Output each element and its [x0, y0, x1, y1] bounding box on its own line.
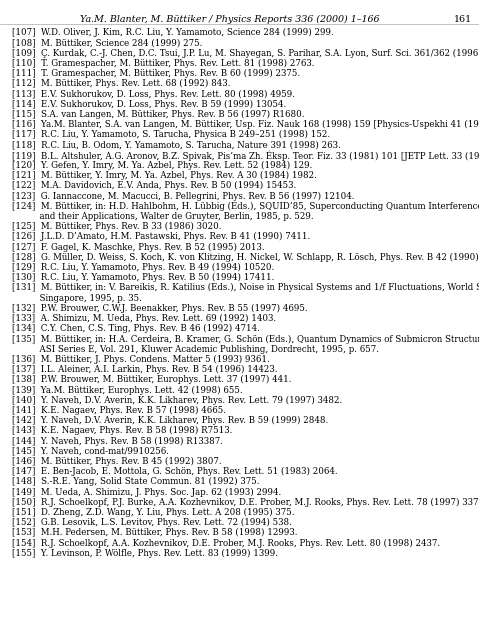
Text: [151]  D. Zheng, Z.D. Wang, Y. Liu, Phys. Lett. A 208 (1995) 375.: [151] D. Zheng, Z.D. Wang, Y. Liu, Phys.…	[12, 508, 295, 517]
Text: [140]  Y. Naveh, D.V. Averin, K.K. Likharev, Phys. Rev. Lett. 79 (1997) 3482.: [140] Y. Naveh, D.V. Averin, K.K. Likhar…	[12, 396, 342, 404]
Text: [113]  E.V. Sukhorukov, D. Loss, Phys. Rev. Lett. 80 (1998) 4959.: [113] E.V. Sukhorukov, D. Loss, Phys. Re…	[12, 90, 295, 99]
Text: [143]  K.E. Nagaev, Phys. Rev. B 58 (1998) R7513.: [143] K.E. Nagaev, Phys. Rev. B 58 (1998…	[12, 426, 232, 435]
Text: [132]  P.W. Brouwer, C.W.J. Beenakker, Phys. Rev. B 55 (1997) 4695.: [132] P.W. Brouwer, C.W.J. Beenakker, Ph…	[12, 304, 308, 313]
Text: [147]  E. Ben-Jacob, E. Mottola, G. Schön, Phys. Rev. Lett. 51 (1983) 2064.: [147] E. Ben-Jacob, E. Mottola, G. Schön…	[12, 467, 338, 476]
Text: [123]  G. Iannaccone, M. Macucci, B. Pellegrini, Phys. Rev. B 56 (1997) 12104.: [123] G. Iannaccone, M. Macucci, B. Pell…	[12, 191, 354, 200]
Text: [136]  M. Büttiker, J. Phys. Condens. Matter 5 (1993) 9361.: [136] M. Büttiker, J. Phys. Condens. Mat…	[12, 355, 270, 364]
Text: [154]  R.J. Schoelkopf, A.A. Kozhevnikov, D.E. Prober, M.J. Rooks, Phys. Rev. Le: [154] R.J. Schoelkopf, A.A. Kozhevnikov,…	[12, 539, 440, 548]
Text: [116]  Ya.M. Blanter, S.A. van Langen, M. Büttiker, Usp. Fiz. Nauk 168 (1998) 15: [116] Ya.M. Blanter, S.A. van Langen, M.…	[12, 120, 479, 129]
Text: [111]  T. Gramespacher, M. Büttiker, Phys. Rev. B 60 (1999) 2375.: [111] T. Gramespacher, M. Büttiker, Phys…	[12, 69, 300, 78]
Text: Singapore, 1995, p. 35.: Singapore, 1995, p. 35.	[12, 294, 142, 303]
Text: [128]  G. Müller, D. Weiss, S. Koch, K. von Klitzing, H. Nickel, W. Schlapp, R. : [128] G. Müller, D. Weiss, S. Koch, K. v…	[12, 253, 479, 262]
Text: [121]  M. Büttiker, Y. Imry, M. Ya. Azbel, Phys. Rev. A 30 (1984) 1982.: [121] M. Büttiker, Y. Imry, M. Ya. Azbel…	[12, 171, 317, 180]
Text: [115]  S.A. van Langen, M. Büttiker, Phys. Rev. B 56 (1997) R1680.: [115] S.A. van Langen, M. Büttiker, Phys…	[12, 110, 305, 119]
Text: ASI Series E, Vol. 291, Kluwer Academic Publishing, Dordrecht, 1995, p. 657.: ASI Series E, Vol. 291, Kluwer Academic …	[12, 344, 379, 354]
Text: [152]  G.B. Lesovik, L.S. Levitov, Phys. Rev. Lett. 72 (1994) 538.: [152] G.B. Lesovik, L.S. Levitov, Phys. …	[12, 518, 292, 527]
Text: [146]  M. Büttiker, Phys. Rev. B 45 (1992) 3807.: [146] M. Büttiker, Phys. Rev. B 45 (1992…	[12, 457, 222, 466]
Text: [110]  T. Gramespacher, M. Büttiker, Phys. Rev. Lett. 81 (1998) 2763.: [110] T. Gramespacher, M. Büttiker, Phys…	[12, 59, 315, 68]
Text: [139]  Ya.M. Büttiker, Europhys. Lett. 42 (1998) 655.: [139] Ya.M. Büttiker, Europhys. Lett. 42…	[12, 385, 242, 395]
Text: [109]  Ç. Kurdak, C.-J. Chen, D.C. Tsui, J.P. Lu, M. Shayegan, S. Parihar, S.A. : [109] Ç. Kurdak, C.-J. Chen, D.C. Tsui, …	[12, 49, 479, 58]
Text: [133]  A. Shimizu, M. Ueda, Phys. Rev. Lett. 69 (1992) 1403.: [133] A. Shimizu, M. Ueda, Phys. Rev. Le…	[12, 314, 276, 323]
Text: [122]  M.A. Davidovich, E.V. Anda, Phys. Rev. B 50 (1994) 15453.: [122] M.A. Davidovich, E.V. Anda, Phys. …	[12, 181, 296, 191]
Text: and their Applications, Walter de Gruyter, Berlin, 1985, p. 529.: and their Applications, Walter de Gruyte…	[12, 212, 314, 221]
Text: [107]  W.D. Oliver, J. Kim, R.C. Liu, Y. Yamamoto, Science 284 (1999) 299.: [107] W.D. Oliver, J. Kim, R.C. Liu, Y. …	[12, 28, 334, 37]
Text: [142]  Y. Naveh, D.V. Averin, K.K. Likharev, Phys. Rev. B 59 (1999) 2848.: [142] Y. Naveh, D.V. Averin, K.K. Likhar…	[12, 416, 328, 425]
Text: [153]  M.H. Pedersen, M. Büttiker, Phys. Rev. B 58 (1998) 12993.: [153] M.H. Pedersen, M. Büttiker, Phys. …	[12, 529, 297, 538]
Text: [114]  E.V. Sukhorukov, D. Loss, Phys. Rev. B 59 (1999) 13054.: [114] E.V. Sukhorukov, D. Loss, Phys. Re…	[12, 100, 286, 109]
Text: [120]  Y. Gefen, Y. Imry, M. Ya. Azbel, Phys. Rev. Lett. 52 (1984) 129.: [120] Y. Gefen, Y. Imry, M. Ya. Azbel, P…	[12, 161, 312, 170]
Text: [119]  B.L. Altshuler, A.G. Aronov, B.Z. Spivak, Pis’ma Zh. Éksp. Teor. Fiz. 33 : [119] B.L. Altshuler, A.G. Aronov, B.Z. …	[12, 150, 479, 161]
Text: [125]  M. Büttiker, Phys. Rev. B 33 (1986) 3020.: [125] M. Büttiker, Phys. Rev. B 33 (1986…	[12, 222, 221, 231]
Text: [108]  M. Büttiker, Science 284 (1999) 275.: [108] M. Büttiker, Science 284 (1999) 27…	[12, 38, 202, 47]
Text: [145]  Y. Naveh, cond-mat/9910256.: [145] Y. Naveh, cond-mat/9910256.	[12, 447, 169, 456]
Text: [134]  C.Y. Chen, C.S. Ting, Phys. Rev. B 46 (1992) 4714.: [134] C.Y. Chen, C.S. Ting, Phys. Rev. B…	[12, 324, 260, 333]
Text: [127]  F. Gagel, K. Maschke, Phys. Rev. B 52 (1995) 2013.: [127] F. Gagel, K. Maschke, Phys. Rev. B…	[12, 243, 264, 252]
Text: [144]  Y. Naveh, Phys. Rev. B 58 (1998) R13387.: [144] Y. Naveh, Phys. Rev. B 58 (1998) R…	[12, 436, 223, 445]
Text: [124]  M. Büttiker, in: H.D. Hahlbohm, H. Lübbig (Eds.), SQUID’85, Superconducti: [124] M. Büttiker, in: H.D. Hahlbohm, H.…	[12, 202, 479, 211]
Text: [129]  R.C. Liu, Y. Yamamoto, Phys. Rev. B 49 (1994) 10520.: [129] R.C. Liu, Y. Yamamoto, Phys. Rev. …	[12, 263, 274, 272]
Text: [112]  M. Büttiker, Phys. Rev. Lett. 68 (1992) 843.: [112] M. Büttiker, Phys. Rev. Lett. 68 (…	[12, 79, 230, 88]
Text: [118]  R.C. Liu, B. Odom, Y. Yamamoto, S. Tarucha, Nature 391 (1998) 263.: [118] R.C. Liu, B. Odom, Y. Yamamoto, S.…	[12, 140, 341, 150]
Text: [138]  P.W. Brouwer, M. Büttiker, Europhys. Lett. 37 (1997) 441.: [138] P.W. Brouwer, M. Büttiker, Europhy…	[12, 375, 292, 385]
Text: [141]  K.E. Nagaev, Phys. Rev. B 57 (1998) 4665.: [141] K.E. Nagaev, Phys. Rev. B 57 (1998…	[12, 406, 226, 415]
Text: [117]  R.C. Liu, Y. Yamamoto, S. Tarucha, Physica B 249–251 (1998) 152.: [117] R.C. Liu, Y. Yamamoto, S. Tarucha,…	[12, 131, 330, 140]
Text: [126]  J.L.D. D’Amato, H.M. Pastawski, Phys. Rev. B 41 (1990) 7411.: [126] J.L.D. D’Amato, H.M. Pastawski, Ph…	[12, 232, 310, 241]
Text: [130]  R.C. Liu, Y. Yamamoto, Phys. Rev. B 50 (1994) 17411.: [130] R.C. Liu, Y. Yamamoto, Phys. Rev. …	[12, 273, 274, 282]
Text: [150]  R.J. Schoelkopf, P.J. Burke, A.A. Kozhevnikov, D.E. Prober, M.J. Rooks, P: [150] R.J. Schoelkopf, P.J. Burke, A.A. …	[12, 498, 479, 507]
Text: [148]  S.-R.E. Yang, Solid State Commun. 81 (1992) 375.: [148] S.-R.E. Yang, Solid State Commun. …	[12, 477, 260, 486]
Text: [149]  M. Ueda, A. Shimizu, J. Phys. Soc. Jap. 62 (1993) 2994.: [149] M. Ueda, A. Shimizu, J. Phys. Soc.…	[12, 488, 281, 497]
Text: [135]  M. Büttiker, in: H.A. Cerdeira, B. Kramer, G. Schön (Eds.), Quantum Dynam: [135] M. Büttiker, in: H.A. Cerdeira, B.…	[12, 334, 479, 344]
Text: [131]  M. Büttiker, in: V. Bareikis, R. Katilius (Eds.), Noise in Physical Syste: [131] M. Büttiker, in: V. Bareikis, R. K…	[12, 284, 479, 292]
Text: [155]  Y. Levinson, P. Wölfle, Phys. Rev. Lett. 83 (1999) 1399.: [155] Y. Levinson, P. Wölfle, Phys. Rev.…	[12, 548, 278, 558]
Text: Ya.M. Blanter, M. Büttiker / Physics Reports 336 (2000) 1–166: Ya.M. Blanter, M. Büttiker / Physics Rep…	[80, 15, 380, 24]
Text: 161: 161	[454, 15, 472, 24]
Text: [137]  I.L. Aleiner, A.I. Larkin, Phys. Rev. B 54 (1996) 14423.: [137] I.L. Aleiner, A.I. Larkin, Phys. R…	[12, 365, 277, 374]
